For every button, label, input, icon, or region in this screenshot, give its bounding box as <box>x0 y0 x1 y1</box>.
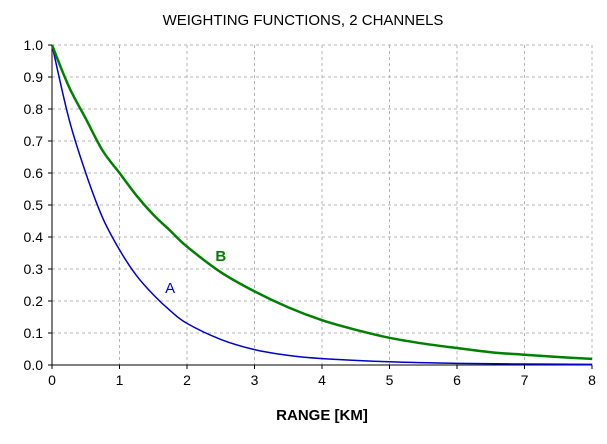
chart-title: WEIGHTING FUNCTIONS, 2 CHANNELS <box>163 12 444 29</box>
x-tick-label: 5 <box>386 372 394 388</box>
y-tick-label: 1.0 <box>24 37 44 53</box>
series-lines <box>50 44 593 366</box>
series-label-a: A <box>165 280 175 297</box>
x-tick-label: 7 <box>521 372 529 388</box>
x-tick-label: 2 <box>183 372 191 388</box>
tick-labels: 0 1 2 3 4 5 6 7 8 0.0 0.1 0.2 0.3 0.4 0.5 0.6 0.7 0.8 0.9 1… <box>24 37 597 388</box>
series-line-a <box>51 44 593 366</box>
y-tick-label: 0.7 <box>24 133 44 149</box>
y-tick-label: 0.0 <box>24 357 44 373</box>
y-tick-label: 0.6 <box>24 165 44 181</box>
x-tick-label: 6 <box>453 372 461 388</box>
x-tick-label: 0 <box>48 372 56 388</box>
axes <box>48 44 593 369</box>
x-axis-label: RANGE [KM] <box>276 407 368 424</box>
y-tick-label: 0.5 <box>24 197 44 213</box>
y-tick-label: 0.8 <box>24 101 44 117</box>
y-tick-label: 0.4 <box>24 229 44 245</box>
y-tick-label: 0.3 <box>24 261 44 277</box>
y-tick-label: 0.2 <box>24 293 44 309</box>
grid <box>52 44 593 365</box>
x-tick-label: 3 <box>251 372 259 388</box>
series-label-b: B <box>215 248 226 265</box>
x-tick-label: 4 <box>318 372 326 388</box>
x-tick-label: 1 <box>116 372 124 388</box>
x-tick-label: 8 <box>588 372 596 388</box>
series-line-b <box>50 44 593 361</box>
series-labels: AB <box>165 248 226 297</box>
y-tick-label: 0.9 <box>24 69 44 85</box>
y-tick-label: 0.1 <box>24 325 44 341</box>
